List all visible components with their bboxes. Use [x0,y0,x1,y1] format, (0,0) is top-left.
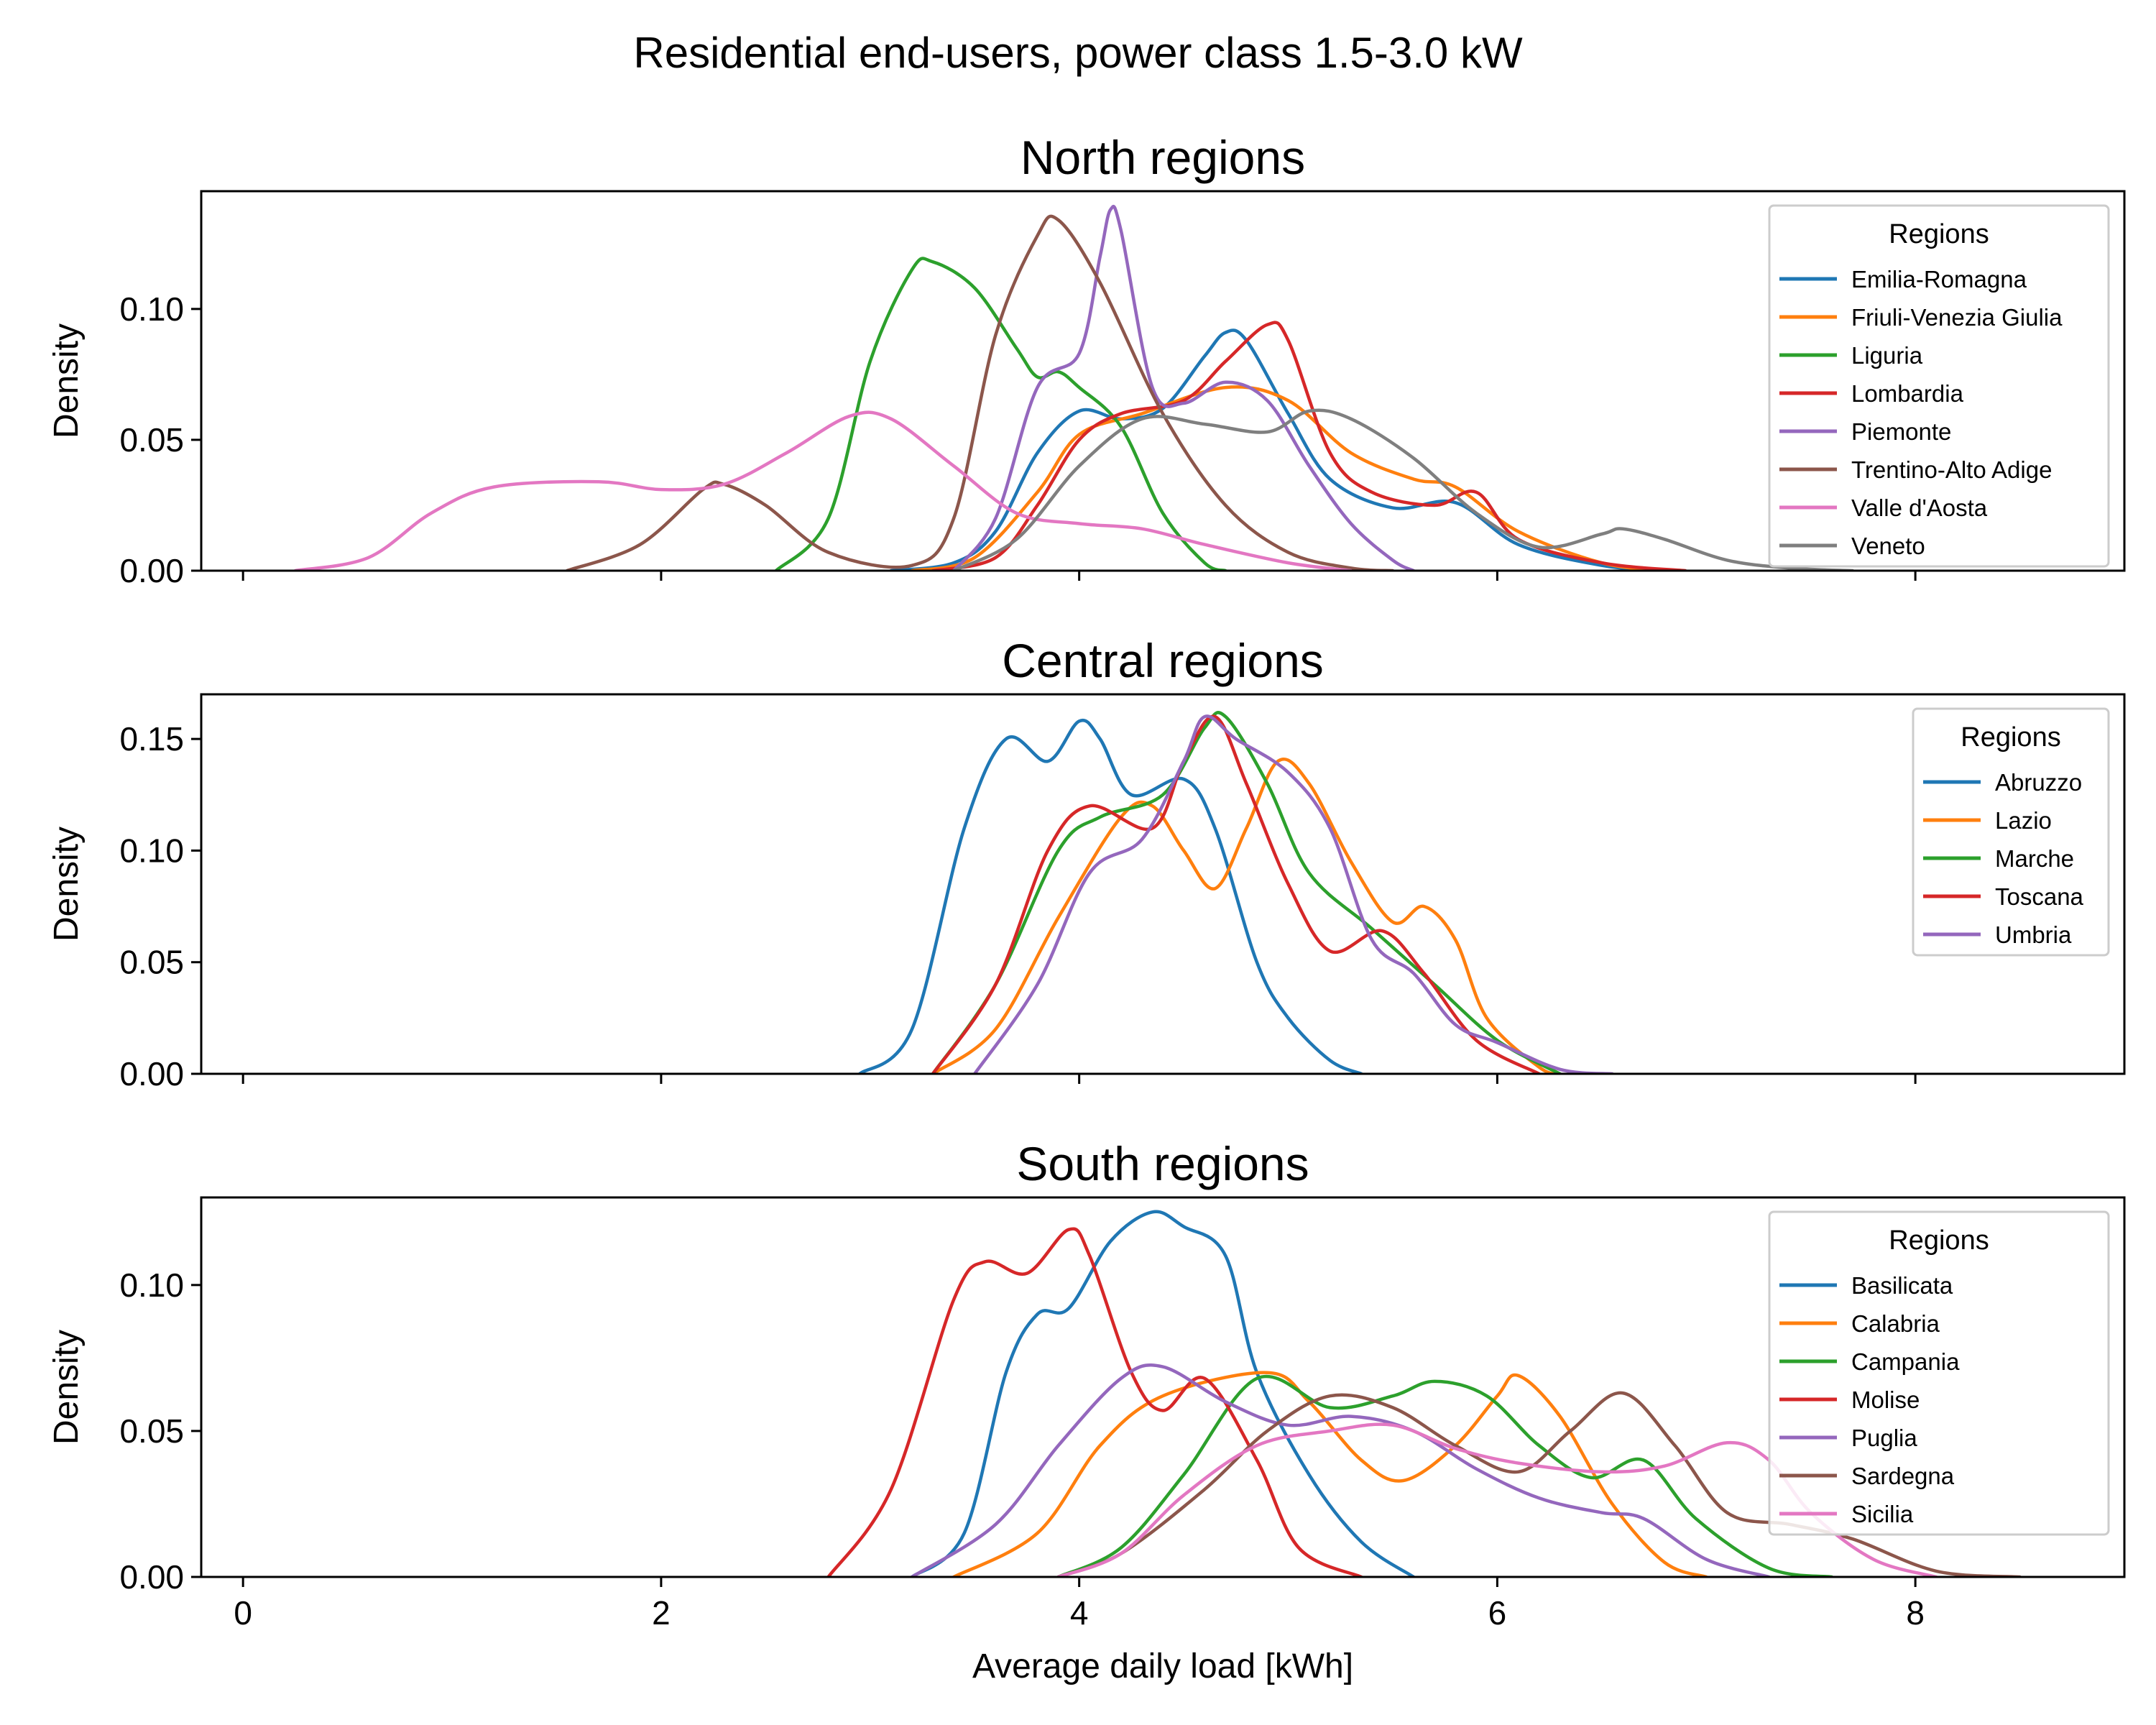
series-line-lombardia [931,321,1687,571]
series-line-veneto [952,408,1855,571]
chart-panels: North regions Density 0.00 0.05 0.10 Regions E… [47,131,2126,1632]
legend: Regions Basilicata Calabria Campania Molise P… [1768,1210,2110,1536]
series-line-calabria [952,1371,1708,1577]
legend-label: Lombardia [1851,380,1964,407]
series-line-liguria [774,257,1227,571]
legend-label: Marche [1995,845,2074,872]
x-axis-label: Average daily load [kWh] [972,1647,1353,1685]
legend-title: Regions [1889,1225,1989,1256]
legend-label: Molise [1851,1386,1920,1413]
y-tick-label: 0.05 [119,1412,184,1450]
y-axis-label: Density [47,323,86,438]
series-line-friuli-venezia-giulia [910,385,1667,571]
y-axis-label: Density [47,827,86,942]
x-tick-label: 4 [1070,1594,1089,1632]
series-line-campania [1056,1374,1834,1577]
legend-label: Lazio [1995,807,2052,834]
y-tick-label: 0.10 [119,1266,184,1304]
legend-label: Trentino-Alto Adige [1851,456,2052,483]
panel-3: South regions Density 0.00 0.05 0.10 0 2 4 6 8 Reg… [47,1137,2126,1632]
y-tick-label: 0.05 [119,944,184,981]
legend-box [1768,1210,2110,1536]
x-tick-label: 8 [1906,1594,1925,1632]
panel-1: North regions Density 0.00 0.05 0.10 Regions E… [47,131,2126,589]
legend-box [1912,707,2110,957]
legend-label: Piemonte [1851,418,1951,445]
series-line-umbria [972,714,1614,1074]
series-line-basilicata [910,1210,1416,1577]
legend-label: Veneto [1851,533,1925,559]
legend: Regions Abruzzo Lazio Marche Toscana Umbria [1912,707,2110,957]
series-line-abruzzo [857,718,1363,1074]
series-line-emilia-romagna [889,328,1667,571]
x-tick-label: 6 [1488,1594,1507,1632]
y-tick-label: 0.00 [119,552,184,589]
legend-label: Emilia-Romagna [1851,266,2027,293]
legend-label: Friuli-Venezia Giulia [1851,304,2063,331]
axes-frame [200,693,2126,1075]
legend-label: Sardegna [1851,1463,1955,1489]
series-line-marche [931,711,1562,1074]
panel-title: North regions [1021,131,1305,184]
series-line-puglia [910,1363,1771,1577]
series-lines [857,711,1614,1074]
legend-label: Abruzzo [1995,769,2082,796]
y-axis-label: Density [47,1330,86,1445]
y-tick-label: 0.00 [119,1055,184,1092]
series-line-piemonte [952,204,1416,571]
legend-label: Puglia [1851,1425,1917,1451]
legend-title: Regions [1889,219,1989,249]
legend-label: Basilicata [1851,1272,1953,1299]
series-line-molise [826,1227,1363,1577]
series-line-valle-d-aosta [293,410,1353,571]
y-tick-label: 0.00 [119,1558,184,1596]
legend-label: Liguria [1851,342,1923,369]
legend-label: Valle d'Aosta [1851,494,1988,521]
legend-box [1768,204,2110,568]
figure-title: Residential end-users, power class 1.5-3… [633,29,1523,77]
legend-label: Sicilia [1851,1501,1914,1527]
y-tick-label: 0.15 [119,720,184,758]
y-tick-label: 0.10 [119,832,184,869]
y-tick-label: 0.05 [119,421,184,459]
y-tick-label: 0.10 [119,290,184,328]
legend-label: Umbria [1995,921,2072,948]
x-tick-label: 0 [234,1594,252,1632]
legend-label: Calabria [1851,1310,1940,1337]
panel-title: South regions [1016,1137,1309,1190]
legend-label: Toscana [1995,883,2084,910]
legend: Regions Emilia-Romagna Friuli-Venezia Giul… [1768,204,2110,568]
axes-frame [200,190,2126,572]
legend-label: Campania [1851,1348,1960,1375]
x-tick-label: 2 [652,1594,671,1632]
axes-frame [200,1196,2126,1578]
panel-2: Central regions Density 0.00 0.05 0.10 0.15 Re… [47,634,2126,1092]
series-lines [293,204,1855,571]
legend-title: Regions [1961,722,2060,753]
series-line-lazio [931,757,1562,1074]
panel-title: Central regions [1002,634,1324,687]
